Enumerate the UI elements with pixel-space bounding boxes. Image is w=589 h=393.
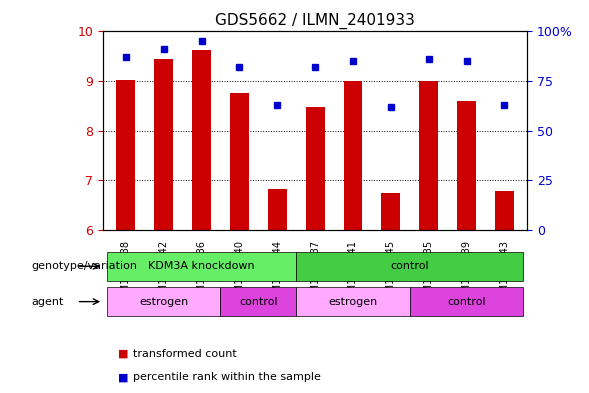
Text: control: control (239, 297, 277, 307)
Bar (296, 252, 524, 281)
Bar (192, 50, 211, 230)
Text: estrogen: estrogen (139, 297, 188, 307)
Text: ■: ■ (118, 349, 128, 359)
Bar (457, 101, 476, 230)
Bar (296, 287, 410, 316)
Text: transformed count: transformed count (133, 349, 236, 359)
Bar (410, 287, 524, 316)
Text: KDM3A knockdown: KDM3A knockdown (148, 261, 255, 271)
Bar (495, 191, 514, 230)
Text: agent: agent (31, 297, 64, 307)
Bar (116, 80, 135, 230)
Bar (268, 189, 287, 230)
Text: estrogen: estrogen (328, 297, 378, 307)
Text: ■: ■ (118, 372, 128, 382)
Bar (343, 81, 362, 230)
Text: genotype/variation: genotype/variation (31, 261, 137, 271)
Title: GDS5662 / ILMN_2401933: GDS5662 / ILMN_2401933 (215, 13, 415, 29)
Text: percentile rank within the sample: percentile rank within the sample (133, 372, 320, 382)
Text: control: control (391, 261, 429, 271)
Bar (107, 287, 220, 316)
Bar (107, 252, 296, 281)
Text: control: control (447, 297, 486, 307)
Bar (306, 107, 325, 230)
Bar (419, 81, 438, 230)
Bar (382, 193, 401, 230)
Bar (230, 94, 249, 230)
Bar (220, 287, 296, 316)
Bar (154, 59, 173, 230)
